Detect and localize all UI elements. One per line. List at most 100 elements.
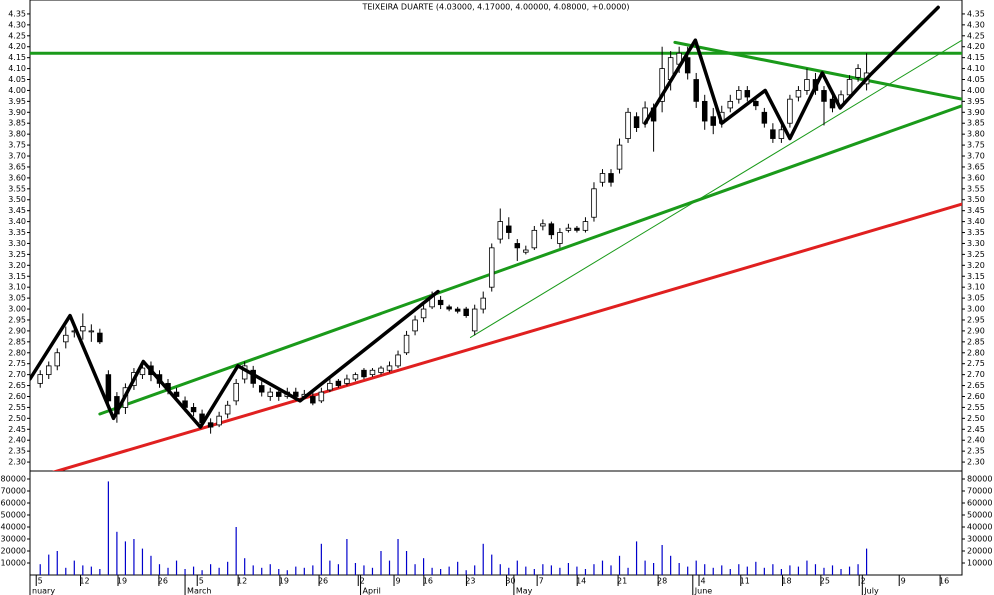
y-tick-label: 3.50 [8,195,26,204]
y-tick-label: 2.50 [8,414,26,423]
y-tick-label: 4.35 [967,9,985,18]
y-tick-label: 4.00 [8,86,26,95]
y-tick-label: 3.55 [8,184,26,193]
x-tick-label: 12 [79,577,89,586]
month-label: May [516,587,533,595]
x-tick-label: 25 [820,577,830,586]
y-tick-label: 2.35 [8,447,26,456]
candle-body [224,404,231,415]
x-tick-label: 19 [279,577,289,586]
volume-tick-label: 80000 [1,475,26,484]
y-tick-label: 3.95 [967,97,985,106]
volume-tick-label: 70000 [967,487,992,496]
x-tick-label: 21 [617,577,627,586]
candle-body [190,407,197,413]
y-tick-label: 4.25 [967,31,985,40]
y-tick-label: 4.20 [967,42,985,51]
candle-body [45,365,52,376]
candle-body [105,374,112,402]
y-tick-label: 3.55 [967,184,985,193]
candle-body [514,243,521,249]
y-tick-label: 3.95 [8,97,26,106]
candle-body [437,299,444,306]
candle-body [804,79,810,91]
y-tick-label: 3.40 [967,217,985,226]
y-tick-label: 2.55 [967,403,985,412]
candle-body [548,223,555,236]
y-tick-label: 3.05 [8,294,26,303]
candle-body [497,221,504,240]
candle-body [625,111,631,139]
candle-body [736,90,742,100]
candle-body [531,229,538,249]
y-tick-label: 4.15 [967,53,985,62]
x-tick-label: 5 [38,577,43,586]
candle-body [37,374,43,384]
chart-title: TEIXEIRA DUARTE (4.03000, 4.17000, 4.000… [361,3,629,12]
candle-body [506,225,512,233]
x-tick-label: 14 [576,577,586,586]
candle-body [770,129,776,139]
candle-body [80,326,86,332]
candle-body [616,144,623,170]
y-tick-label: 3.65 [967,162,985,171]
y-tick-label: 4.05 [8,75,26,84]
candle-body [557,232,563,244]
candle-body [693,79,699,102]
candle-body [582,221,589,231]
candle-body [386,365,393,371]
candle-body [744,90,751,98]
candle-body [778,129,785,139]
y-tick-label: 2.95 [8,315,26,324]
volume-tick-label: 30000 [1,535,26,544]
candle-body [540,223,546,227]
y-tick-label: 2.45 [8,425,26,434]
x-tick-label: 9 [901,577,906,586]
y-tick-label: 2.95 [967,315,985,324]
candle-body [207,422,214,428]
candle-body [378,367,384,373]
volume-tick-label: 30000 [967,535,992,544]
y-tick-label: 3.35 [8,228,26,237]
candle-body [608,173,614,183]
month-label: July [863,587,879,595]
candle-body [267,391,273,397]
y-tick-label: 3.80 [967,130,985,139]
candle-body [63,334,69,343]
y-tick-label: 3.60 [967,173,985,182]
y-tick-label: 2.65 [8,381,26,390]
volume-tick-label: 80000 [967,475,992,484]
volume-tick-label: 60000 [967,499,992,508]
y-tick-label: 3.90 [967,108,985,117]
candle-body [97,332,103,343]
y-tick-label: 3.85 [8,119,26,128]
volume-tick-label: 20000 [967,547,992,556]
x-tick-label: 16 [939,577,949,586]
candle-body [787,98,793,124]
candle-body [216,415,222,426]
candle-body [488,247,495,288]
candle-body [446,306,452,310]
y-tick-label: 3.65 [8,162,26,171]
y-tick-label: 2.75 [8,359,26,368]
trend-line [673,40,962,101]
y-tick-label: 3.70 [967,152,985,161]
volume-panel [29,470,963,576]
candle-body [352,374,359,380]
candle-body [821,90,827,102]
y-tick-label: 3.10 [8,283,26,292]
candle-body [361,369,367,378]
y-tick-label: 3.25 [967,250,985,259]
volume-tick-label: 50000 [967,511,992,520]
x-tick-label: 23 [465,577,475,586]
y-tick-label: 2.40 [967,436,985,445]
candle-body [403,334,410,354]
y-tick-label: 4.10 [967,64,985,73]
candle-body [369,369,376,376]
candle-body [701,100,708,122]
candle-body [88,330,95,333]
x-tick-label: 9 [395,577,400,586]
candle-body [599,173,606,183]
y-tick-label: 2.75 [967,359,985,368]
